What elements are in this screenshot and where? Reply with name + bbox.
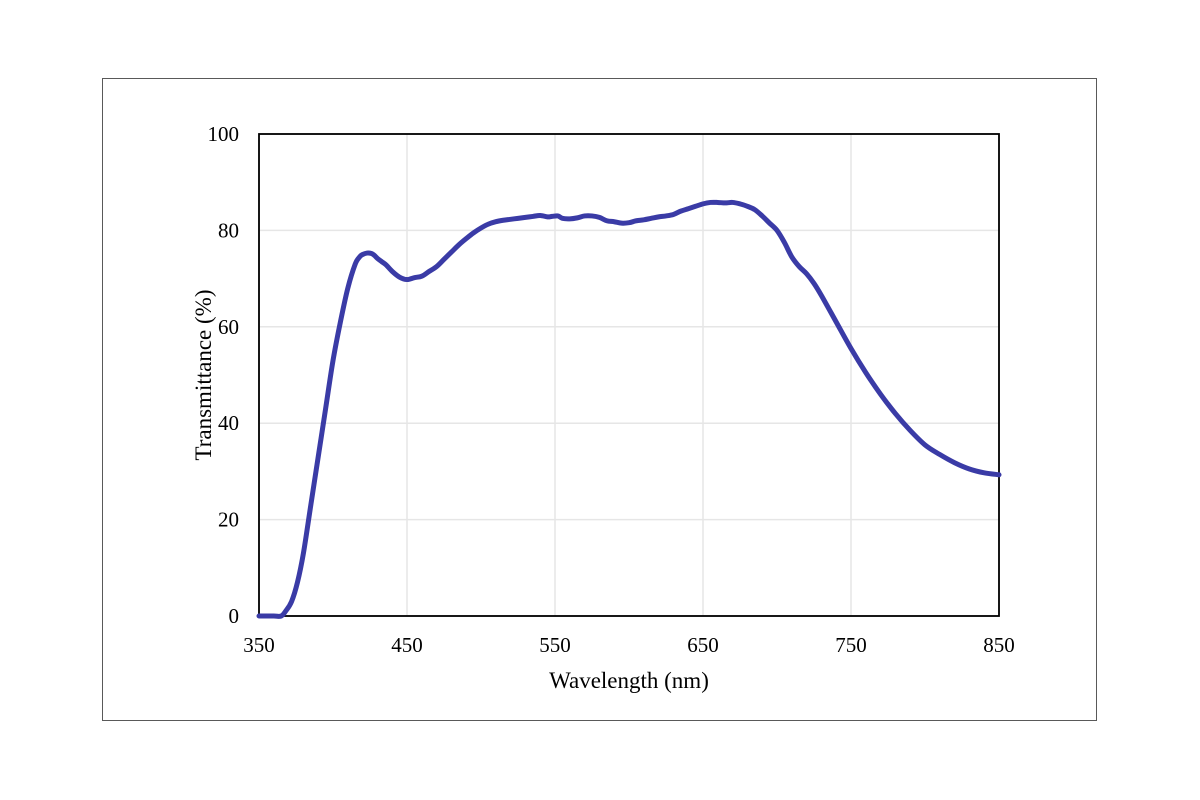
x-tick-label: 650 [687, 633, 719, 657]
plot-area [258, 133, 1000, 617]
x-tick-label: 850 [983, 633, 1015, 657]
series-layer [256, 199, 1002, 619]
y-tick-label: 80 [218, 218, 239, 242]
chart-frame: 350 450 550 650 750 850 0 20 40 60 80 100 Wavelengt… [102, 78, 1097, 721]
y-tick-label: 0 [229, 604, 240, 628]
transmittance-series-line [256, 199, 1002, 619]
y-tick-label: 20 [218, 508, 239, 532]
x-tick-label: 350 [243, 633, 275, 657]
x-tick-label: 550 [539, 633, 571, 657]
x-axis-title: Wavelength (nm) [549, 668, 709, 693]
grid-layer [258, 133, 1000, 617]
y-tick-label: 100 [208, 122, 240, 146]
y-tick-label: 40 [218, 411, 239, 435]
ticks-layer: 350 450 550 650 750 850 0 20 40 60 80 100 [208, 122, 1015, 657]
x-tick-label: 450 [391, 633, 423, 657]
x-tick-label: 750 [835, 633, 867, 657]
y-axis-title: Transmittance (%) [191, 290, 216, 461]
y-tick-label: 60 [218, 315, 239, 339]
transmittance-chart: 350 450 550 650 750 850 0 20 40 60 80 100 Wavelengt… [191, 122, 1015, 693]
